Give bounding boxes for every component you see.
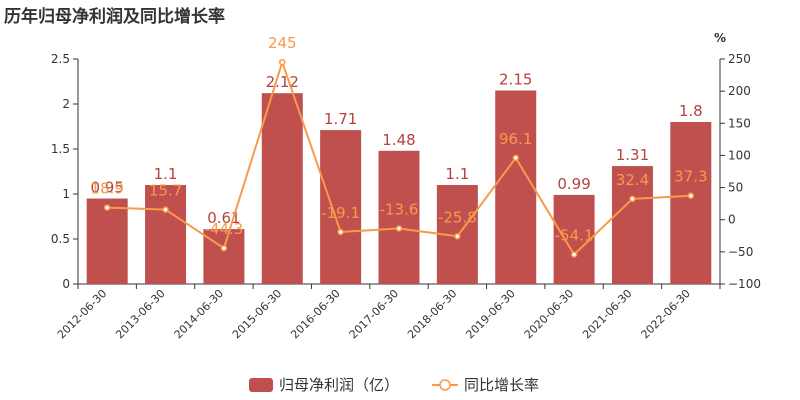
line-point [629, 195, 636, 203]
line-data-label: 96.1 [499, 130, 532, 148]
line-data-label: -25.8 [438, 208, 477, 226]
bar [611, 166, 653, 284]
bar [320, 130, 362, 284]
legend[interactable]: 归母净利润（亿） 同比增长率 [249, 376, 539, 394]
bar [261, 93, 303, 284]
x-axis-tick-label: 2019-06-30 [463, 287, 517, 341]
bar-data-label: 0.99 [557, 175, 590, 193]
legend-bar-label: 归母净利润（亿） [279, 376, 399, 394]
x-axis: 2012-06-30 2013-06-30 2014-06-30 2015-06-30… [55, 283, 721, 341]
bar-data-label: 1.1 [154, 165, 178, 183]
x-axis-tick-label: 2013-06-30 [113, 287, 167, 341]
line-point [454, 233, 461, 240]
line-point [103, 204, 111, 211]
line-data-label: -44.3 [205, 220, 244, 238]
line-point [337, 228, 344, 236]
bar [145, 185, 187, 284]
line-data-label: -54.1 [555, 226, 594, 244]
x-axis-tick-label: 2017-06-30 [347, 287, 401, 341]
line-data-label: -19.1 [321, 204, 360, 222]
line-point [395, 225, 403, 232]
bar-data-label: 0.95 [90, 179, 123, 197]
left-y-axis: 0 0.5 1 1.5 2 2.5 [51, 52, 79, 291]
bar-data-label: 1.71 [324, 110, 357, 128]
line-point [162, 206, 169, 213]
right-axis-tick-label: 200 [728, 84, 751, 98]
legend-line-label: 同比增长率 [464, 376, 539, 394]
x-axis-tick-label: 2012-06-30 [55, 287, 109, 341]
line-data-label: 37.3 [674, 168, 707, 186]
x-axis-tick-label: 2021-06-30 [580, 287, 634, 341]
right-axis-tick-label: −100 [728, 277, 761, 291]
line-point [570, 251, 578, 258]
left-axis-tick-label: 2 [62, 97, 70, 111]
line-data-label: 245 [268, 34, 297, 52]
right-axis-tick-label: 100 [728, 148, 751, 162]
left-axis-tick-label: 0.5 [51, 232, 70, 246]
line-point [220, 244, 228, 252]
right-axis-tick-label: 50 [728, 181, 743, 195]
line-data-label: 18.9 [90, 180, 123, 198]
left-axis-tick-label: 0 [62, 277, 70, 291]
right-axis-tick-label: −50 [728, 245, 753, 259]
bar [670, 122, 712, 284]
line-data-label: 15.7 [149, 182, 182, 200]
left-axis-tick-label: 2.5 [51, 52, 70, 66]
line-point [512, 154, 519, 162]
x-axis-tick-label: 2014-06-30 [172, 287, 226, 341]
bar [495, 90, 537, 284]
chart-title: 历年归母净利润及同比增长率 [4, 6, 225, 27]
bar [378, 150, 420, 284]
line-series [103, 58, 695, 258]
x-axis-tick-label: 2020-06-30 [522, 287, 576, 341]
line-data-label: 32.4 [616, 171, 649, 189]
right-axis-tick-label: 150 [728, 116, 751, 130]
bar-data-label: 1.48 [382, 131, 415, 149]
bar [553, 194, 595, 284]
x-axis-tick-label: 2015-06-30 [230, 287, 284, 341]
line-data-label: -13.6 [380, 200, 419, 218]
bar-data-label: 1.8 [679, 102, 703, 120]
bar-data-label: 2.15 [499, 71, 532, 89]
legend-bar-swatch [249, 378, 273, 392]
legend-line-marker [439, 379, 451, 391]
bar-series [86, 90, 712, 284]
bar-data-label: 1.31 [616, 146, 649, 164]
right-axis-tick-label: 0 [728, 213, 736, 227]
right-axis-unit: % [714, 31, 726, 45]
left-axis-tick-label: 1.5 [51, 142, 70, 156]
left-axis-tick-label: 1 [62, 187, 70, 201]
right-y-axis: % −100 −50 0 50 100 150 200 250 [714, 31, 761, 291]
bar-data-label: 1.1 [445, 165, 469, 183]
x-axis-tick-label: 2018-06-30 [405, 287, 459, 341]
line-point [687, 192, 695, 199]
x-axis-tick-label: 2022-06-30 [639, 287, 693, 341]
line-point [279, 58, 286, 66]
line-data-labels: 18.9 15.7 -44.3 245 -19.1 -13.6 -25.8 96.1 -54.1… [90, 34, 707, 244]
bar [86, 198, 128, 284]
bar-data-label: 2.12 [266, 73, 299, 91]
right-axis-tick-label: 250 [728, 52, 751, 66]
x-axis-tick-label: 2016-06-30 [288, 287, 342, 341]
